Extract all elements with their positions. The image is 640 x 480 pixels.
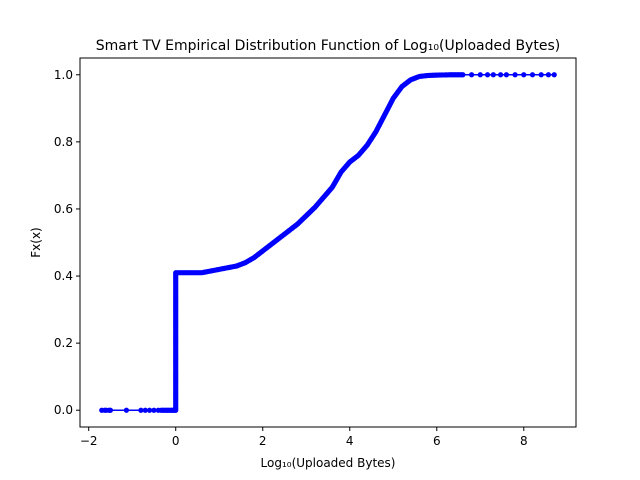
ecdf-line [101,74,555,411]
x-tick-label: 8 [520,434,528,448]
data-point [490,72,496,78]
plot-area [79,57,577,428]
data-point [138,407,144,413]
data-point [497,72,504,78]
data-point [484,72,491,78]
data-point [477,72,483,78]
data-point [460,72,466,78]
x-tick-label: 4 [346,434,354,448]
y-axis-label: Fx(x) [29,227,43,257]
data-series [99,72,557,413]
y-tick-label: 0.0 [54,403,73,417]
x-tick-label: 0 [172,434,180,448]
data-point [521,72,527,78]
data-point [545,72,552,78]
data-point [147,407,153,413]
x-tick-label: −2 [80,434,98,448]
x-axis-label: Log₁₀(Uploaded Bytes) [261,456,396,470]
data-point [468,72,475,78]
x-axis: −2 0 2 4 6 8 [80,427,528,448]
data-point [151,407,157,413]
y-tick-label: 0.6 [54,202,73,216]
y-tick-label: 0.2 [54,336,73,350]
data-point [538,72,544,78]
y-tick-label: 0.4 [54,269,73,283]
data-point [512,72,518,78]
data-point [142,407,148,413]
chart-title: Smart TV Empirical Distribution Function… [96,38,560,54]
axes-frame [79,57,577,428]
y-tick-label: 1.0 [54,68,73,82]
x-tick-label: 2 [259,434,267,448]
data-point [107,407,114,413]
x-tick-label: 6 [433,434,441,448]
y-axis: 0.0 0.2 0.4 0.6 0.8 1.0 [54,68,80,417]
data-point [503,72,509,78]
data-point [551,72,557,78]
data-point [529,72,536,78]
data-point [123,407,130,413]
y-tick-label: 0.8 [54,135,73,149]
